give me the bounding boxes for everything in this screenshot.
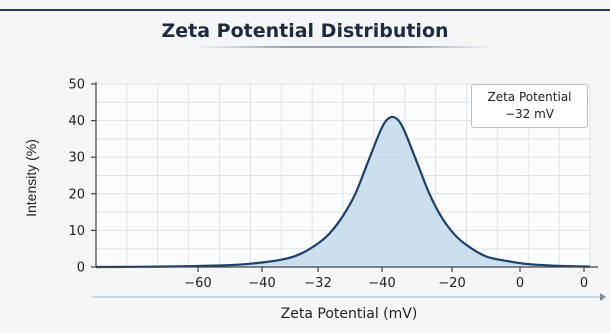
x-tick-layer: −60 −40 −32 −40 −20 0 0 <box>184 267 588 291</box>
grid-lines <box>95 83 591 268</box>
x-tick-label: 0 <box>516 276 524 291</box>
x-tick-label: −32 <box>304 276 331 291</box>
y-tick-label: 0 <box>77 261 85 276</box>
distribution-area-layer <box>95 115 591 269</box>
x-axis-arrow <box>600 293 606 301</box>
axes-layer <box>92 82 606 301</box>
chart-title: Zeta Potential Distribution <box>161 20 449 42</box>
x-axis-label: Zeta Potential (mV) <box>281 306 418 322</box>
y-tick-label: 50 <box>68 78 85 93</box>
x-tick-label: −40 <box>248 276 275 291</box>
legend-value: −32 mV <box>504 107 555 121</box>
x-tick-label: −40 <box>368 276 395 291</box>
y-tick-label: 20 <box>68 187 85 202</box>
title-underline <box>196 46 494 48</box>
x-tick-label: −60 <box>184 276 211 291</box>
legend-label: Zeta Potential <box>487 90 572 104</box>
y-tick-layer: 0 10 20 30 40 50 <box>68 78 96 276</box>
distribution-area <box>96 116 590 267</box>
x-tick-label: −20 <box>438 276 465 291</box>
zeta-potential-legend: Zeta Potential −32 mV <box>471 84 588 128</box>
top-divider <box>0 9 610 11</box>
y-tick-label: 10 <box>68 224 85 239</box>
y-axis-label: Intensity (%) <box>23 139 39 217</box>
y-tick-label: 30 <box>68 151 85 166</box>
x-tick-label: 0 <box>580 276 588 291</box>
distribution-curve <box>95 115 591 269</box>
y-tick-label: 40 <box>68 114 85 129</box>
